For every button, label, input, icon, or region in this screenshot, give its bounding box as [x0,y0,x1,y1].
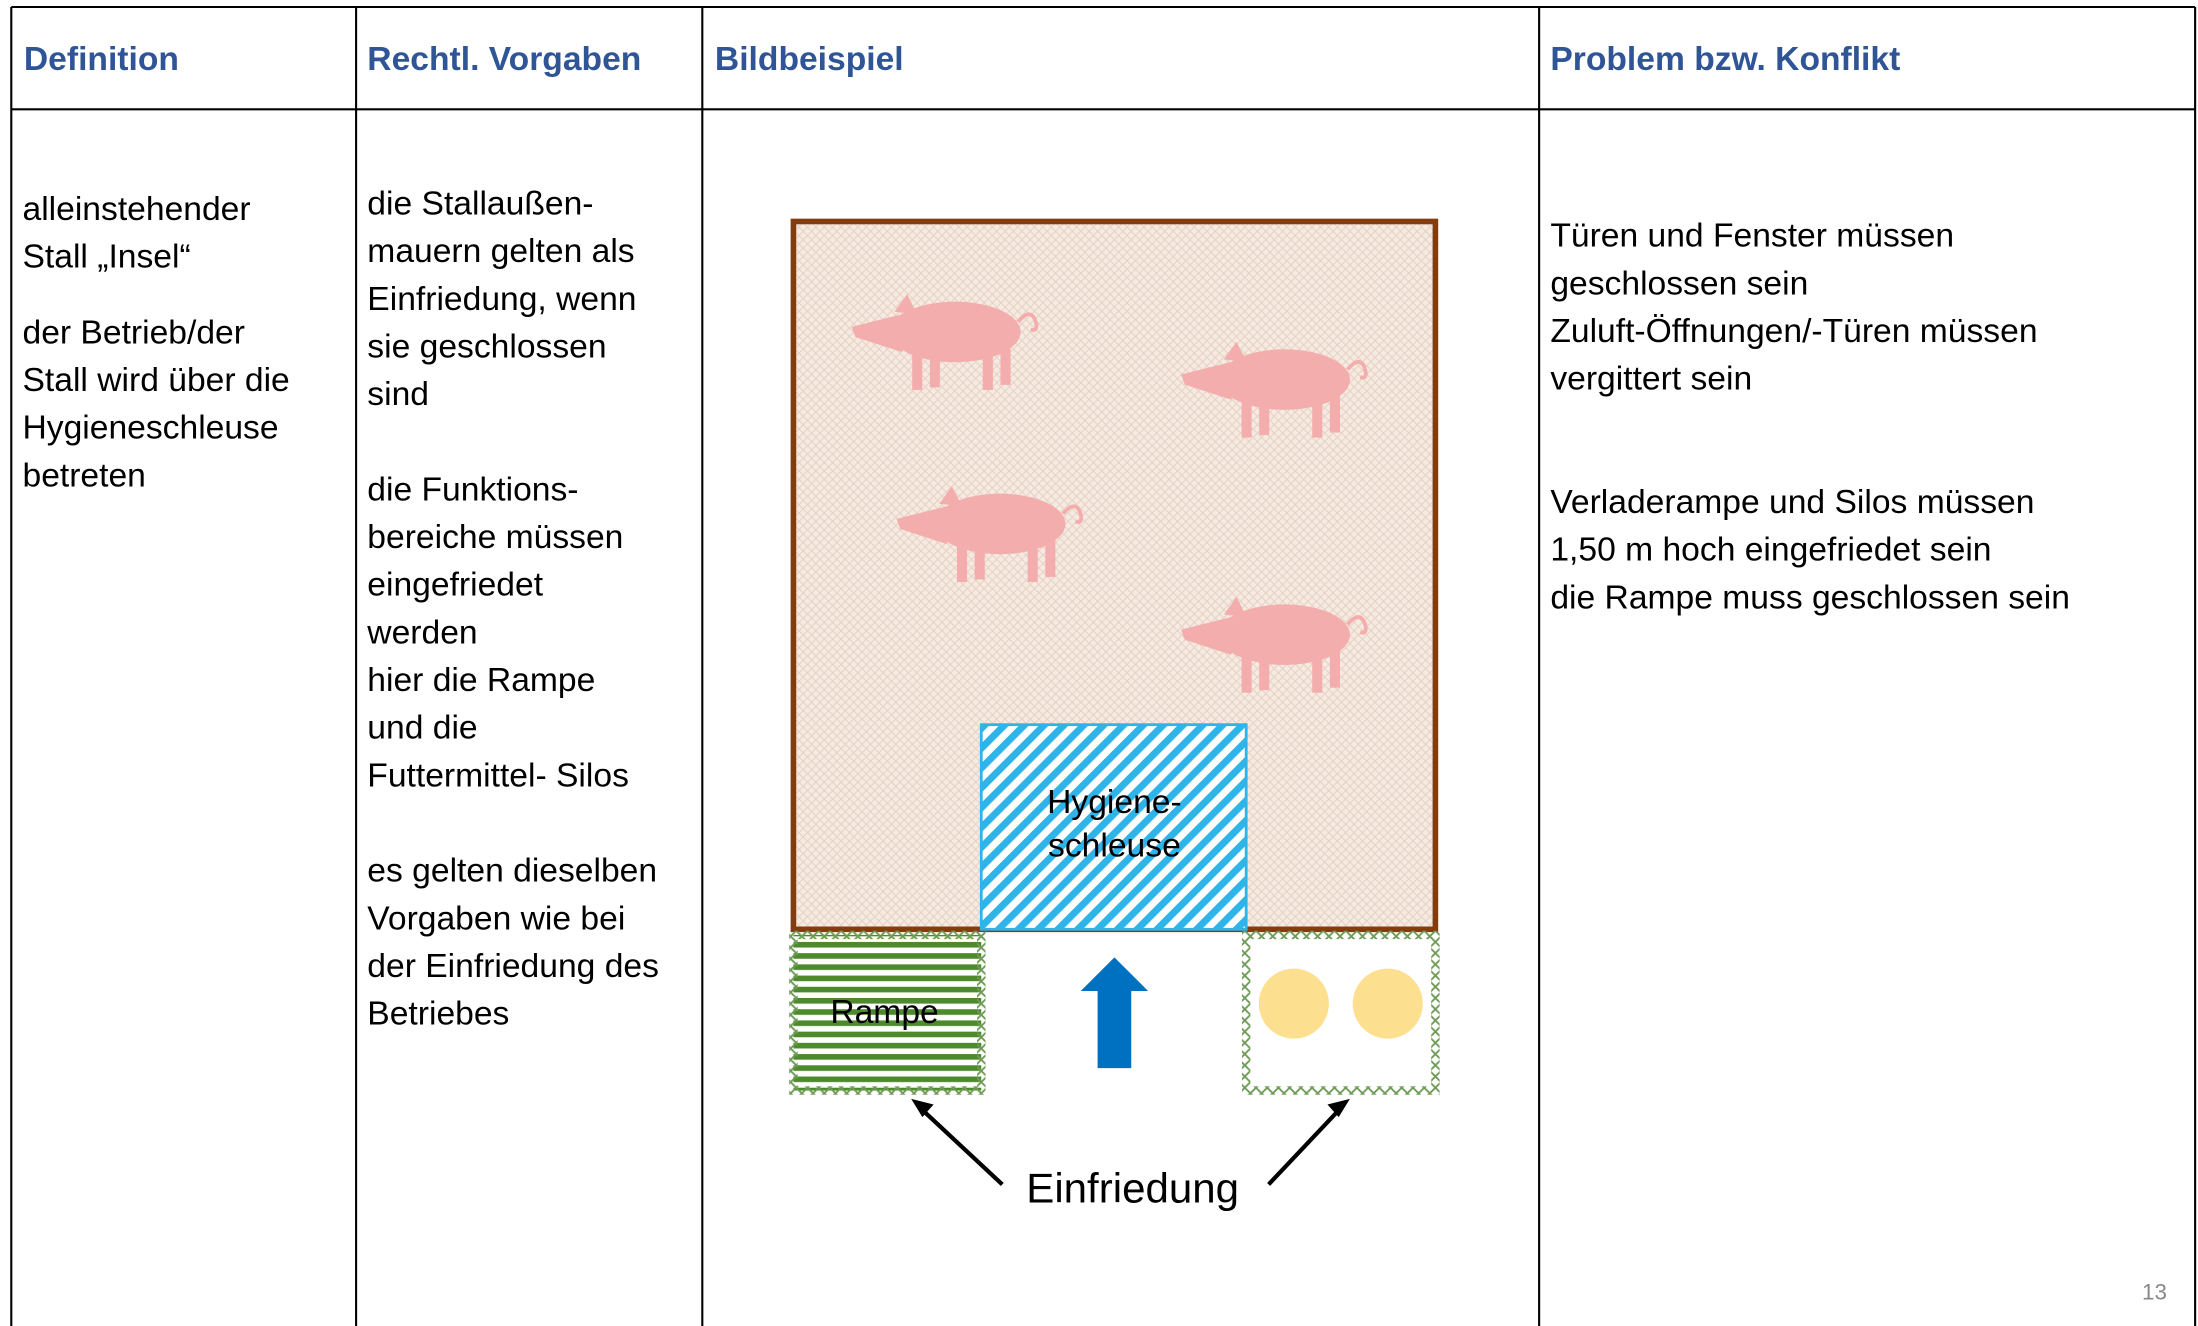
hygiene-label: schleuse [1048,827,1181,864]
silo-fence [1241,930,1440,1095]
cell-text: Stall „Insel“ [23,239,191,276]
cell-text: bereiche müssen [367,519,623,556]
silo [1258,968,1329,1039]
cell-text: sie geschlossen [367,328,606,365]
cell-text: Zuluft-Öffnungen/-Türen müssen [1550,313,2037,350]
header-cell: Definition [24,41,179,78]
cell-text: Hygieneschleuse [23,410,279,447]
cell-text: der Einfriedung des [367,948,659,985]
arrow-heads [911,1098,1350,1118]
cell-text: die Rampe muss geschlossen sein [1550,579,2070,616]
hygiene-label: Hygiene- [1047,784,1182,821]
cell-text: Stall wird über die [23,362,290,399]
cell-text: 1,50 m hoch eingefriedet sein [1550,532,1991,569]
rampe-box [793,934,982,1091]
cell-text: Betriebes [367,996,509,1033]
cell-text: mauern gelten als [367,233,634,270]
einfriedung-label: Einfriedung [1026,1165,1239,1212]
cell-text: Türen und Fenster müssen [1550,218,1954,255]
cell-text: geschlossen sein [1550,265,1808,302]
cell-text: Vorgaben wie bei [367,900,625,937]
table-grid [10,5,2197,1326]
cell-text: es gelten dieselben [367,853,657,890]
cell-text: werden [366,614,477,651]
header-cell: Bildbeispiel [715,41,904,78]
hygiene-box [979,723,1248,931]
cell-text: Futtermittel- Silos [367,757,629,794]
cell-text: die Stallaußen- [367,185,593,222]
cell-text: eingefriedet [367,567,543,604]
cell-text: Verladerampe und Silos müssen [1550,484,2034,521]
header-cell: Problem bzw. Konflikt [1550,41,1900,78]
silo [1352,968,1423,1039]
pointer-arrows [918,1105,1344,1186]
cell-text: vergittert sein [1550,361,1752,398]
cell-text: die Funktions- [367,471,578,508]
entry-arrow [1080,957,1149,1069]
cell-text: hier die Rampe [367,662,595,699]
cell-text: betreten [23,457,146,494]
cell-text: alleinstehender [23,191,251,228]
cell-text: und die [367,710,477,747]
rampe-label: Rampe [830,994,938,1031]
rampe-fence [789,930,986,1095]
cell-text: der Betrieb/der [23,314,245,351]
cell-text: Einfriedung, wenn [367,281,636,318]
page-number: 13 [2142,1279,2167,1304]
diagram: Hygiene- schleuse Rampe Einfriedung [789,218,1440,1212]
cell-text: sind [367,376,429,413]
header-cell: Rechtl. Vorgaben [367,41,641,78]
